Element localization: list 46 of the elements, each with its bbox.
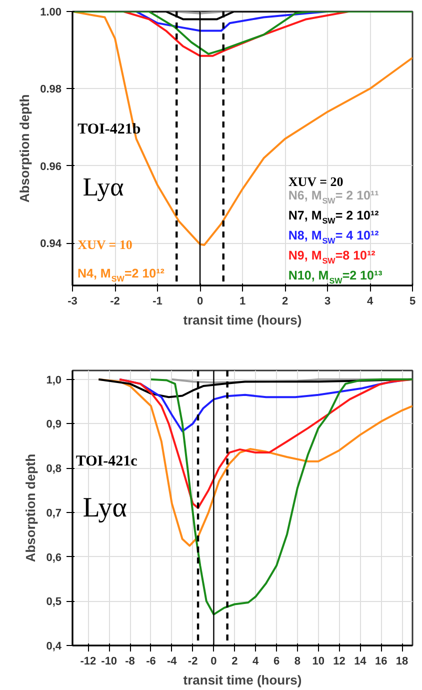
x-tick-label: 10 [312, 656, 324, 668]
y-tick-label: 0,7 [46, 507, 62, 520]
y-tick-label: 1,0 [46, 374, 62, 386]
x-tick-label: 4 [252, 656, 260, 668]
y-tick-label: 0.96 [40, 160, 62, 173]
y-tick-label: 0.98 [40, 84, 62, 96]
x-tick-label: 0 [210, 656, 217, 668]
annotation: XUV = 20 [288, 174, 344, 189]
x-tick-label: 3 [324, 296, 331, 308]
x-tick-label: -2 [188, 656, 198, 668]
x-tick-label: 14 [354, 656, 368, 668]
y-axis-title: Absorption depth [17, 94, 32, 203]
x-tick-label: -6 [146, 656, 156, 668]
x-tick-label: 5 [409, 296, 416, 308]
annotation: TOI-421c [76, 453, 138, 470]
x-tick-label: 2 [282, 296, 288, 308]
x-axis-title: transit time (hours) [183, 312, 302, 328]
y-tick-label: 0,4 [46, 640, 62, 652]
y-tick-label: 0,9 [46, 418, 62, 431]
x-axis-title: transit time (hours) [183, 672, 302, 688]
y-tick-label: 0,5 [46, 596, 62, 608]
x-tick-label: -2 [110, 296, 120, 308]
y-tick-label: 1.00 [40, 6, 62, 18]
x-tick-label: 12 [333, 656, 346, 668]
y-tick-label: 0,8 [46, 463, 62, 476]
x-tick-label: -10 [101, 656, 118, 668]
y-tick-label: 0,6 [46, 552, 62, 564]
y-tick-label: 0.94 [40, 238, 62, 250]
x-tick-label: -3 [68, 296, 78, 308]
x-tick-label: 16 [375, 656, 388, 668]
line-series [150, 378, 412, 616]
x-tick-label: 2 [232, 656, 238, 668]
y-axis-title: Absorption depth [23, 454, 38, 562]
x-tick-label: -1 [152, 296, 162, 308]
x-tick-label: 4 [366, 296, 374, 308]
x-tick-label: 6 [273, 656, 280, 668]
annotation: XUV = 10 [78, 236, 132, 252]
x-tick-label: 8 [294, 656, 300, 668]
annotation: Lyα [82, 172, 124, 202]
x-tick-label: -4 [166, 656, 178, 668]
x-tick-label: -12 [80, 656, 96, 668]
annotation: Lyα [82, 492, 128, 524]
x-tick-label: 1 [239, 296, 246, 308]
x-tick-label: -8 [125, 656, 135, 668]
x-tick-label: 18 [396, 656, 408, 668]
x-tick-label: 0 [196, 296, 204, 308]
